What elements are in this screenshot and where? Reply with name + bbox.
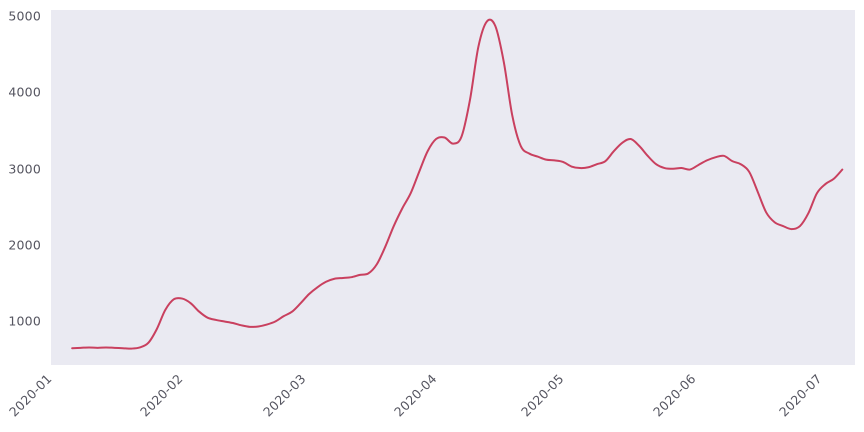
x-axis-tick-label: 2020-02 bbox=[137, 371, 187, 420]
x-axis-tick-label: 2020-01 bbox=[6, 371, 55, 420]
y-axis-tick-label: 3000 bbox=[8, 161, 41, 177]
x-axis-tick-label: 2020-04 bbox=[391, 371, 440, 420]
x-axis-tick-label: 2020-06 bbox=[649, 371, 699, 420]
x-axis-tick-label: 2020-05 bbox=[518, 371, 567, 420]
line-series bbox=[71, 18, 844, 350]
series-path-value bbox=[71, 18, 844, 350]
x-axis-tick-label: 2020-03 bbox=[260, 371, 309, 420]
y-axis-tick-label: 5000 bbox=[8, 8, 41, 24]
y-axis-tick-label: 2000 bbox=[8, 237, 41, 253]
plot-area bbox=[51, 10, 855, 365]
y-axis-tick-label: 4000 bbox=[8, 84, 41, 100]
y-axis-tick-label: 1000 bbox=[8, 313, 41, 329]
y-axis: 1000 2000 3000 4000 5000 bbox=[0, 0, 46, 432]
x-axis-tick-label: 2020-07 bbox=[776, 371, 826, 420]
